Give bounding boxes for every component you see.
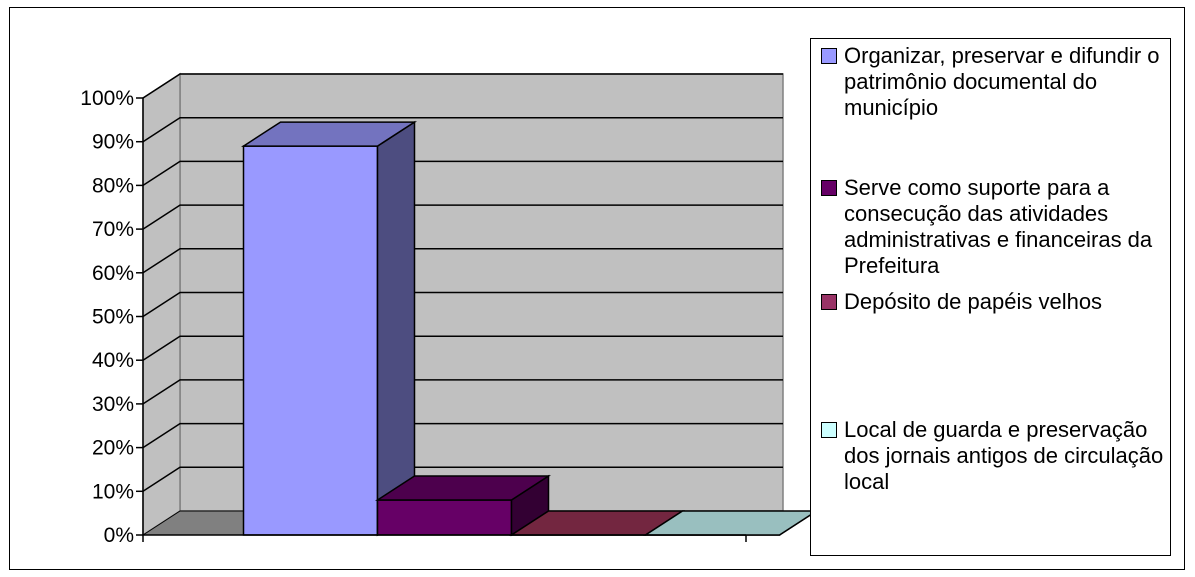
- legend-entry: Local de guarda e preservação dos jornai…: [821, 417, 1171, 495]
- bar: [376, 499, 513, 536]
- bar: [242, 145, 379, 536]
- y-tick-label: 80%: [92, 174, 134, 197]
- y-tick-label: 90%: [92, 131, 134, 154]
- gridline: [142, 422, 783, 449]
- legend-swatch: [821, 422, 837, 438]
- gridline: [142, 116, 783, 143]
- legend-entry: Depósito de papéis velhos: [821, 289, 1171, 315]
- y-tick-label: 100%: [80, 87, 134, 110]
- y-tick-label: 50%: [92, 306, 134, 329]
- bar-top: [374, 475, 552, 501]
- gridline: [142, 291, 783, 318]
- bar-top: [240, 121, 418, 147]
- axes: [136, 97, 747, 542]
- bar-side: [376, 120, 416, 537]
- y-tick-label: 20%: [92, 437, 134, 460]
- chart-plot: 0% 10% 20% 30% 40% 50% 60% 70% 80% 90% 100%: [80, 72, 820, 547]
- legend-swatch: [821, 294, 837, 310]
- gridline: [142, 379, 783, 405]
- y-tick-labels: 0% 10% 20% 30% 40% 50% 60% 70% 80% 90% 100%: [80, 87, 134, 547]
- legend-swatch: [821, 48, 837, 64]
- gridline: [142, 466, 783, 492]
- y-tick-label: 10%: [92, 480, 134, 503]
- legend-label: Serve como suporte para a consecução das…: [844, 175, 1153, 278]
- gridline: [142, 73, 783, 99]
- legend: Organizar, preservar e difundir o patrim…: [810, 38, 1171, 556]
- gridline: [142, 160, 783, 187]
- legend-entry: Organizar, preservar e difundir o patrim…: [821, 43, 1171, 121]
- gridline: [142, 204, 783, 230]
- gridline: [142, 248, 783, 274]
- chart-frame: 0% 10% 20% 30% 40% 50% 60% 70% 80% 90% 100% Organi…: [9, 7, 1185, 570]
- legend-label: Depósito de papéis velhos: [844, 289, 1103, 314]
- y-tick-label: 40%: [92, 349, 134, 372]
- gridlines: [142, 73, 783, 492]
- gridline: [142, 335, 783, 361]
- legend-entry: Serve como suporte para a consecução das…: [821, 175, 1171, 279]
- y-tick-label: 70%: [92, 218, 134, 241]
- y-tick-label: 60%: [92, 262, 134, 285]
- bars: [240, 120, 820, 537]
- y-tick-label: 30%: [92, 393, 134, 416]
- legend-label: Local de guarda e preservação dos jornai…: [844, 417, 1164, 494]
- chart-walls: [141, 72, 785, 537]
- legend-label: Organizar, preservar e difundir o patrim…: [844, 43, 1160, 120]
- legend-swatch: [821, 180, 837, 196]
- y-tick-label: 0%: [104, 524, 134, 547]
